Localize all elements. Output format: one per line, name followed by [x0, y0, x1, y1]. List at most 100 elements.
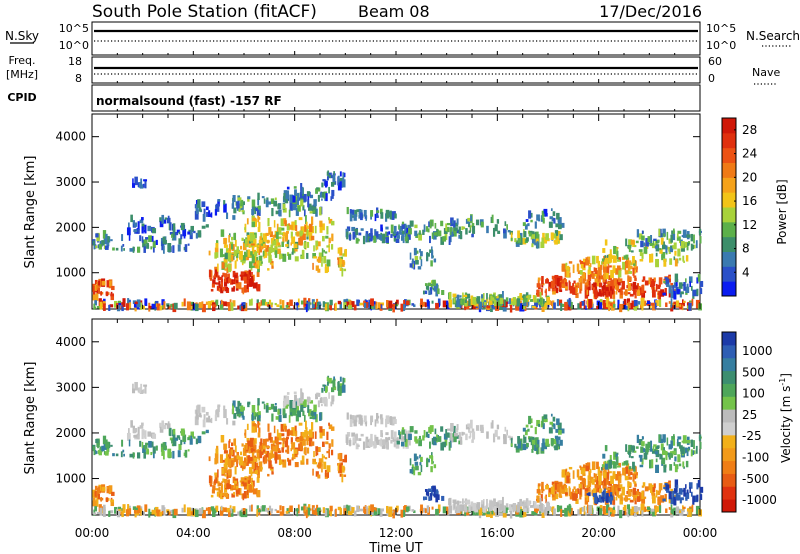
velocity-cell: [603, 478, 607, 486]
velocity-cell: [494, 429, 498, 437]
velocity-cell: [321, 428, 325, 436]
power-cell: [305, 303, 308, 313]
velocity-cell: [636, 473, 638, 479]
power-cell: [403, 300, 406, 306]
velocity-cell: [242, 447, 247, 456]
power-cell: [550, 208, 553, 212]
velocity-cell: [449, 438, 452, 448]
power-cell: [566, 304, 570, 310]
power-cell: [641, 235, 645, 241]
velocity-cell: [623, 509, 627, 516]
velocity-cell: [302, 439, 306, 446]
velocity-cell: [259, 441, 262, 450]
power-cell: [319, 206, 322, 216]
velocity-cell: [151, 509, 156, 515]
velocity-cell: [311, 410, 314, 417]
velocity-cell: [433, 489, 436, 498]
velocity-cell: [133, 509, 137, 514]
velocity-cell: [300, 388, 303, 398]
power-cell: [94, 279, 98, 285]
velocity-cell: [668, 491, 672, 500]
nave-label: Nave: [752, 66, 780, 79]
power-cell: [575, 285, 578, 288]
power-cell: [232, 270, 236, 278]
power-cell: [466, 304, 470, 310]
velocity-cell: [356, 414, 359, 418]
power-cell: [354, 228, 359, 236]
power-cell: [548, 281, 553, 289]
velocity-cell: [577, 476, 582, 480]
velocity-cell: [324, 457, 328, 460]
velocity-cell: [503, 505, 506, 513]
velocity-cell: [642, 448, 646, 453]
velocity-cell: [625, 512, 628, 516]
velocity-cell: [326, 431, 329, 441]
power-cell: [303, 299, 306, 307]
velocity-cell: [535, 444, 539, 449]
power-cell: [632, 267, 635, 276]
velocity-cell: [161, 505, 165, 511]
power-cell: [446, 226, 450, 233]
velocity-cell: [348, 439, 352, 446]
velocity-cell: [322, 384, 326, 387]
velocity-cell: [516, 504, 521, 513]
velocity-cell: [663, 486, 666, 490]
velocity-cell: [641, 510, 644, 517]
power-cell: [217, 199, 221, 202]
power-cell: [689, 281, 692, 288]
power-cell: [261, 240, 265, 246]
velocity-cell: [662, 498, 666, 502]
velocity-cell: [527, 507, 530, 512]
power-cell: [534, 221, 537, 229]
power-cell: [183, 298, 186, 307]
power-cell: [133, 229, 138, 233]
power-cell: [240, 245, 243, 250]
power-cell: [687, 243, 690, 246]
power-cell: [238, 207, 241, 212]
velocity-cell: [549, 506, 552, 512]
power-cell: [404, 233, 408, 242]
velocity-cell: [423, 430, 426, 438]
power-cell: [223, 203, 227, 213]
power-cell: [564, 301, 568, 311]
power-cell: [560, 302, 563, 311]
power-cell: [107, 236, 110, 243]
power-cell: [268, 254, 272, 263]
velocity-cell: [229, 505, 232, 511]
velocity-cell: [601, 466, 603, 471]
power-cell: [670, 234, 673, 243]
power-cell: [414, 230, 418, 237]
power-cell: [198, 302, 203, 309]
power-cell: [374, 213, 377, 222]
velocity-cell: [342, 459, 345, 463]
velocity-cell: [118, 507, 122, 512]
power-cell: [604, 257, 609, 264]
power-cell: [588, 286, 591, 291]
velocity-cell: [585, 511, 587, 516]
power-cell: [509, 298, 514, 302]
power-cell: [690, 243, 693, 251]
velocity-cell: [369, 443, 373, 448]
velocity-cell: [147, 431, 152, 437]
power-cell: [117, 300, 122, 304]
power-colorbar-tick: 20: [742, 170, 757, 184]
velocity-cell: [430, 490, 433, 495]
velocity-cell: [112, 453, 115, 457]
velocity-cell: [215, 457, 219, 464]
power-cell: [215, 203, 220, 212]
power-cell: [205, 206, 209, 211]
power-cell: [95, 293, 99, 301]
power-cell: [542, 217, 545, 224]
velocity-cell: [240, 484, 245, 487]
power-cell: [624, 289, 627, 296]
velocity-cell: [550, 486, 555, 495]
velocity-cell: [575, 491, 578, 494]
velocity-cell: [360, 418, 363, 426]
power-cell: [297, 205, 301, 212]
velocity-cell: [261, 467, 263, 470]
velocity-cell: [337, 463, 340, 471]
power-cell: [471, 304, 476, 310]
power-cell: [307, 301, 311, 310]
power-cell: [201, 303, 206, 313]
y-tick-label: 3000: [55, 380, 86, 394]
